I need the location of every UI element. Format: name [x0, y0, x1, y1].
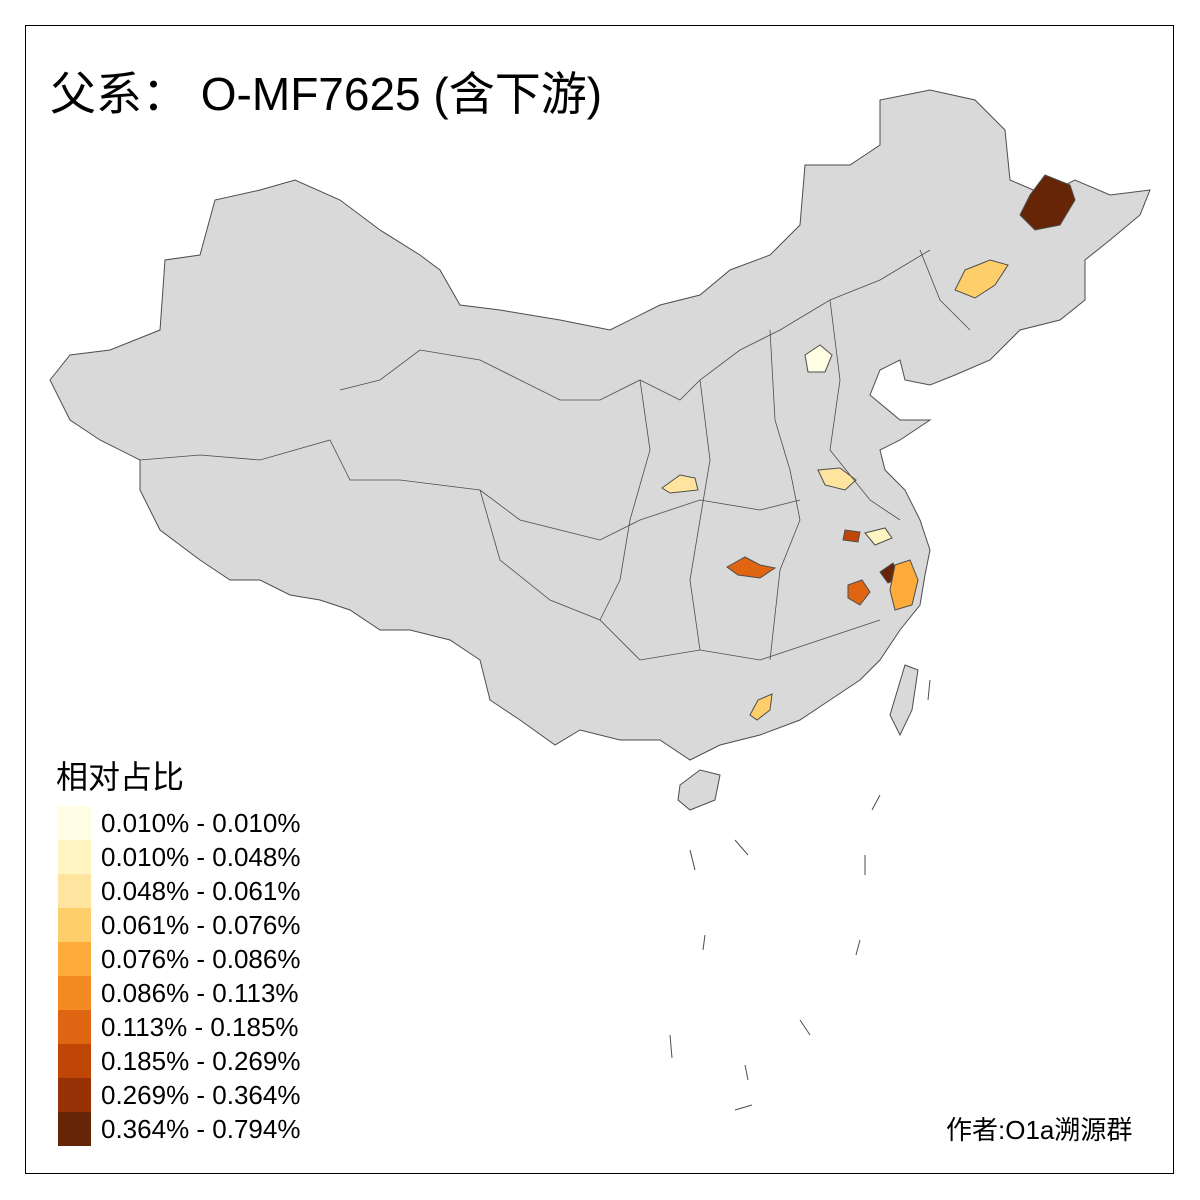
legend-item: 0.048% - 0.061%	[58, 874, 300, 908]
region-anhui-east	[864, 527, 893, 546]
legend-swatch	[58, 806, 91, 840]
legend-title: 相对占比	[56, 759, 185, 795]
province-borders	[139, 249, 971, 661]
legend-item: 0.364% - 0.794%	[58, 1112, 300, 1146]
taiwan-island	[889, 664, 919, 737]
legend-item: 0.010% - 0.010%	[58, 806, 300, 840]
region-fills	[661, 174, 1076, 721]
legend-item: 0.076% - 0.086%	[58, 942, 300, 976]
region-shandong	[817, 467, 857, 491]
legend-swatch	[58, 976, 91, 1010]
legend-label: 0.364% - 0.794%	[101, 1113, 301, 1144]
legend-label: 0.086% - 0.113%	[101, 977, 299, 1008]
legend-label: 0.113% - 0.185%	[101, 1011, 299, 1042]
legend-label: 0.061% - 0.076%	[101, 909, 301, 940]
legend-swatch	[58, 1010, 91, 1044]
legend-item: 0.061% - 0.076%	[58, 908, 300, 942]
legend-swatch	[58, 1112, 91, 1146]
legend-item: 0.010% - 0.048%	[58, 840, 300, 874]
legend-item: 0.086% - 0.113%	[58, 976, 299, 1010]
legend-label: 0.048% - 0.061%	[101, 875, 301, 906]
china-land	[49, 89, 1151, 761]
region-jiangxi	[847, 579, 871, 606]
legend-label: 0.010% - 0.048%	[101, 841, 301, 872]
legend-swatch	[58, 840, 91, 874]
region-beijing	[804, 344, 833, 373]
legend-swatch	[58, 1078, 91, 1112]
legend-item: 0.269% - 0.364%	[58, 1078, 300, 1112]
legend-label: 0.185% - 0.269%	[101, 1045, 301, 1076]
author-credit: 作者:O1a溯源群	[946, 1115, 1133, 1145]
legend-item: 0.113% - 0.185%	[58, 1010, 299, 1044]
region-shaanxi	[661, 474, 699, 494]
legend-label: 0.076% - 0.086%	[101, 943, 301, 974]
region-anhui-west	[842, 529, 861, 543]
legend-swatch	[58, 1044, 91, 1078]
legend-swatch	[58, 908, 91, 942]
legend-swatch	[58, 874, 91, 908]
south-china-sea-islands	[669, 679, 931, 1111]
map-title: 父系： O-MF7625 (含下游)	[50, 68, 603, 120]
legend-label: 0.269% - 0.364%	[101, 1079, 301, 1110]
region-jilin	[954, 259, 1009, 299]
region-zhejiang	[889, 559, 919, 611]
region-guangdong	[749, 693, 773, 721]
region-hubei	[726, 556, 777, 579]
legend-label: 0.010% - 0.010%	[101, 807, 301, 838]
hainan-island	[677, 769, 721, 811]
map-frame	[25, 25, 1174, 1174]
legend-item: 0.185% - 0.269%	[58, 1044, 300, 1078]
region-heilongjiang	[1019, 174, 1076, 231]
legend-swatch	[58, 942, 91, 976]
